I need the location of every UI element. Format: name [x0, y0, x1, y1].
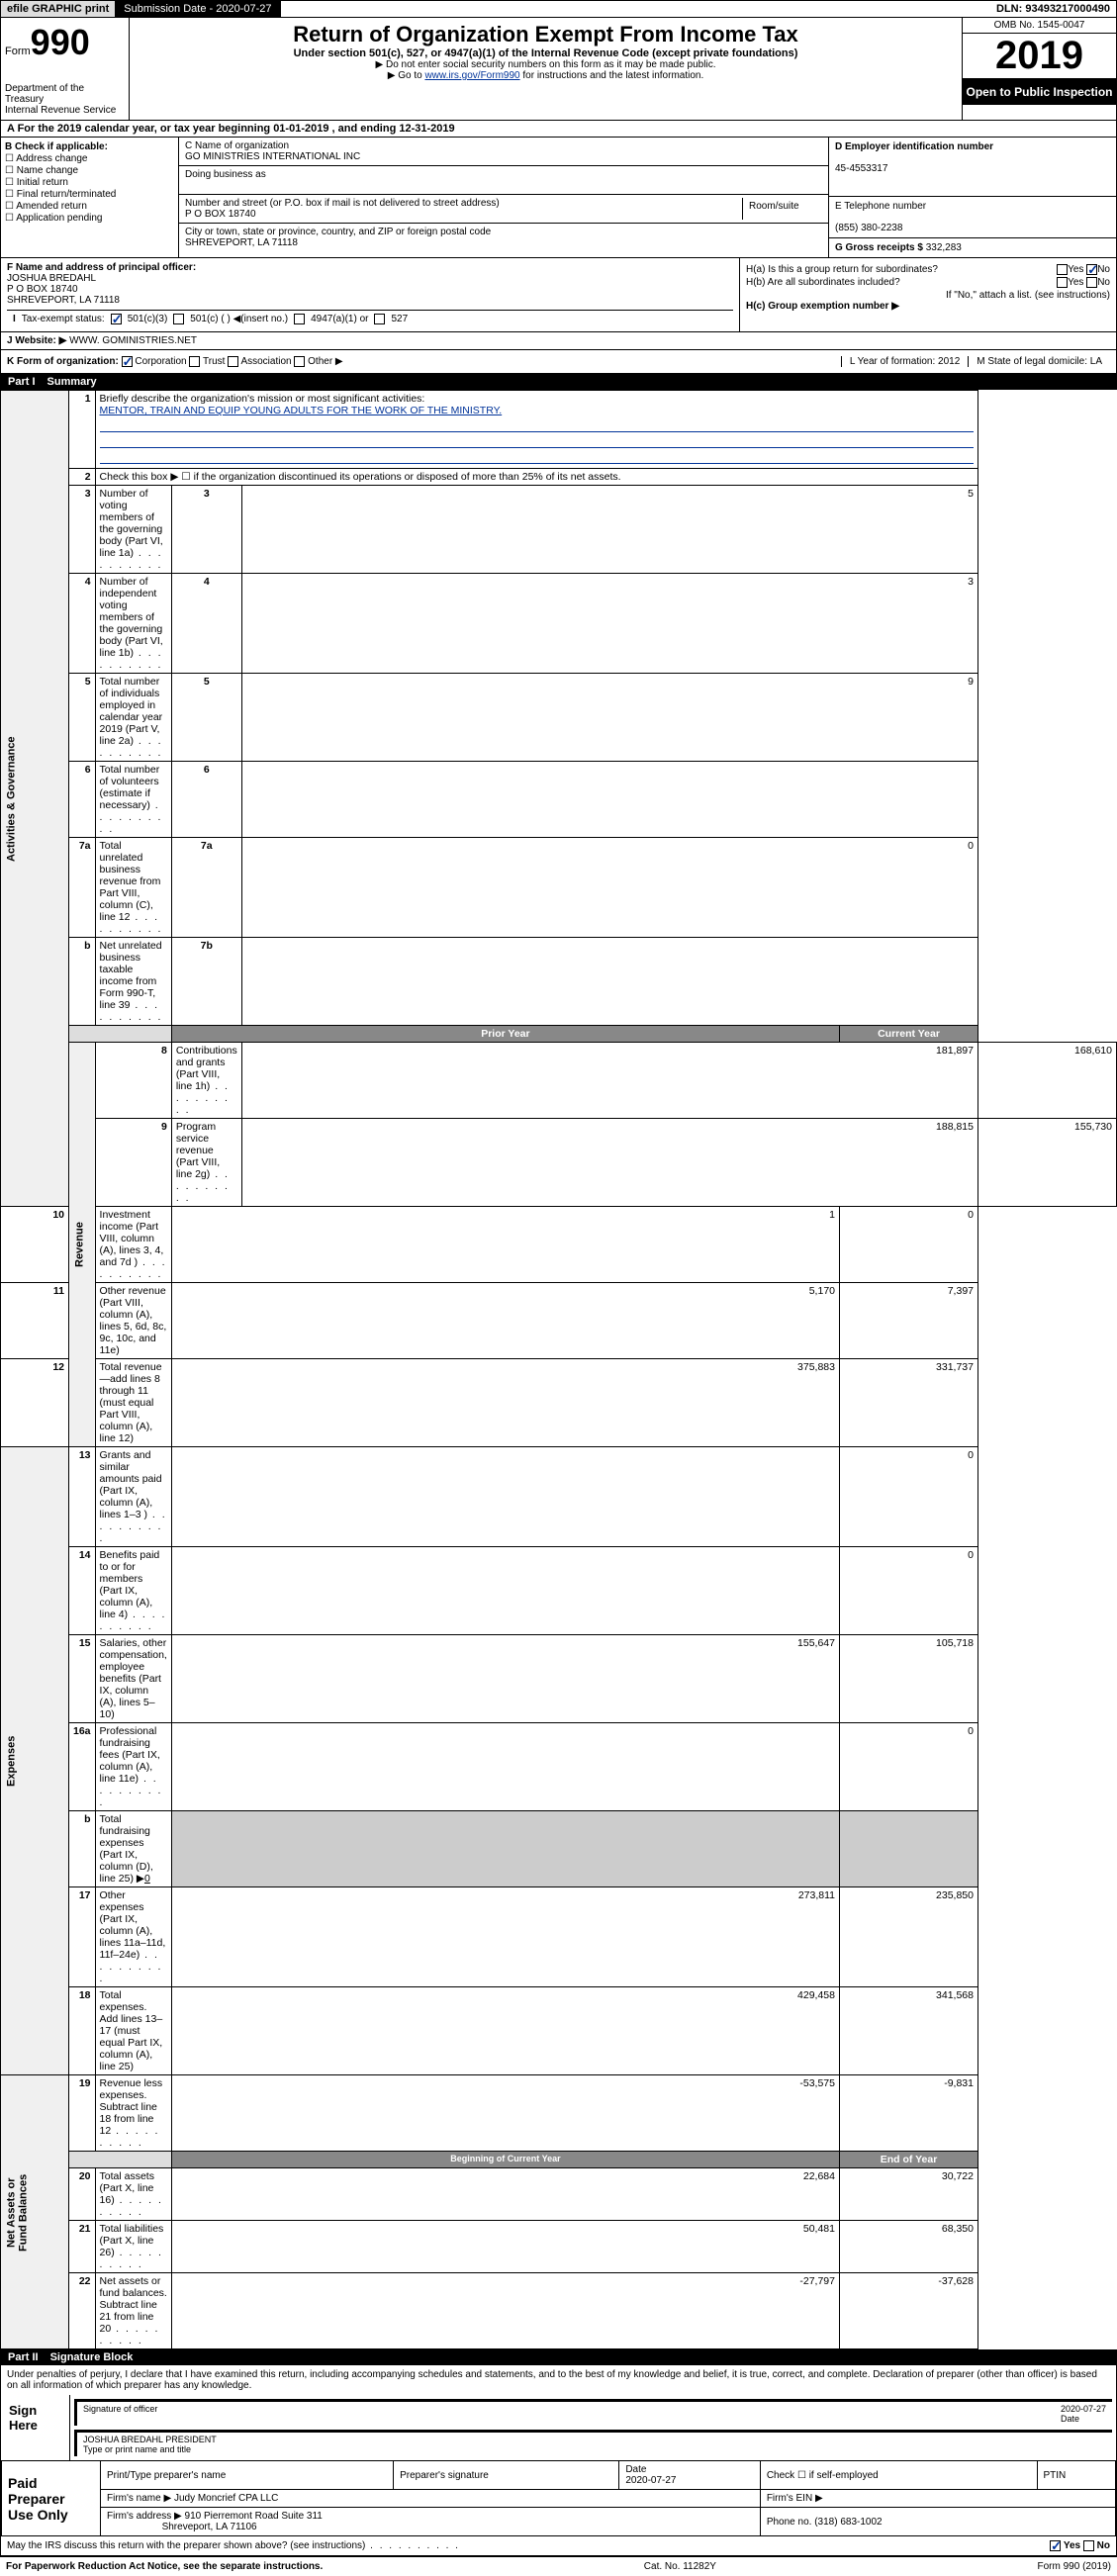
- form-title: Return of Organization Exempt From Incom…: [134, 22, 958, 47]
- phone-label: E Telephone number: [835, 201, 926, 212]
- val-3: 5: [241, 486, 977, 574]
- year-formation: L Year of formation: 2012: [841, 356, 968, 367]
- chk-527[interactable]: [374, 314, 385, 324]
- open-public: Open to Public Inspection: [963, 79, 1116, 105]
- section-b: B Check if applicable: ☐ Address change …: [1, 138, 179, 257]
- phone-value: (855) 380-2238: [835, 223, 902, 233]
- tax-year: 2019: [963, 34, 1116, 79]
- part2-header: Part IISignature Block: [0, 2349, 1117, 2365]
- website-label: J Website: ▶: [7, 335, 66, 346]
- dba-label: Doing business as: [185, 169, 266, 180]
- chk-501c3[interactable]: [111, 314, 122, 324]
- chk-501c[interactable]: [173, 314, 184, 324]
- chk-initial-return[interactable]: ☐ Initial return: [5, 177, 174, 188]
- sig-date: 2020-07-27: [1061, 2404, 1106, 2414]
- room-suite: Room/suite: [743, 198, 822, 220]
- website-value: WWW. GOMINISTRIES.NET: [69, 335, 197, 346]
- sig-officer-label: Signature of officer: [83, 2404, 1061, 2424]
- top-bar: efile GRAPHIC print Submission Date - 20…: [0, 0, 1117, 18]
- paid-preparer-label: Paid Preparer Use Only: [2, 2461, 101, 2536]
- hb-label: H(b) Are all subordinates included?: [746, 277, 900, 288]
- val-6: [241, 762, 977, 838]
- submission-date: Submission Date - 2020-07-27: [116, 1, 280, 17]
- val-5: 9: [241, 674, 977, 762]
- hb-no[interactable]: [1086, 277, 1097, 288]
- gross-value: 332,283: [926, 242, 962, 253]
- firm-address: 910 Pierremont Road Suite 311: [185, 2511, 323, 2522]
- chk-assoc[interactable]: [228, 356, 238, 367]
- firm-phone: (318) 683-1002: [814, 2517, 882, 2528]
- discuss-yes[interactable]: [1050, 2540, 1061, 2551]
- department: Department of the Treasury Internal Reve…: [5, 83, 125, 116]
- val-7a: 0: [241, 838, 977, 938]
- instructions-link[interactable]: www.irs.gov/Form990: [424, 70, 519, 81]
- form-subtitle: Under section 501(c), 527, or 4947(a)(1)…: [134, 47, 958, 59]
- mission-text: MENTOR, TRAIN AND EQUIP YOUNG ADULTS FOR…: [100, 405, 503, 416]
- chk-amended[interactable]: ☐ Amended return: [5, 201, 174, 212]
- form-header: Form990 Department of the Treasury Inter…: [0, 18, 1117, 121]
- org-address: P O BOX 18740: [185, 209, 256, 220]
- ein-label: D Employer identification number: [835, 141, 993, 152]
- dln: DLN: 93493217000490: [990, 1, 1116, 17]
- ha-no[interactable]: [1086, 264, 1097, 275]
- efile-button[interactable]: efile GRAPHIC print: [1, 1, 116, 17]
- chk-address-change[interactable]: ☐ Address change: [5, 153, 174, 164]
- chk-trust[interactable]: [189, 356, 200, 367]
- perjury-text: Under penalties of perjury, I declare th…: [1, 2365, 1116, 2395]
- officer-name: JOSHUA BREDAHL: [7, 273, 96, 284]
- omb-number: OMB No. 1545-0047: [963, 18, 1116, 34]
- officer-label: F Name and address of principal officer:: [7, 262, 196, 273]
- org-city: SHREVEPORT, LA 71118: [185, 237, 298, 248]
- side-expenses: Expenses: [1, 1447, 69, 2075]
- ein-value: 45-4553317: [835, 163, 887, 174]
- chk-name-change[interactable]: ☐ Name change: [5, 165, 174, 176]
- note-ssn: ▶ Do not enter social security numbers o…: [134, 59, 958, 70]
- form-label: Form: [5, 46, 31, 57]
- summary-table: Activities & Governance 1 Briefly descri…: [0, 390, 1117, 2349]
- sign-here-label: Sign Here: [1, 2395, 70, 2460]
- ha-yes[interactable]: [1057, 264, 1068, 275]
- firm-name: Judy Moncrief CPA LLC: [174, 2493, 278, 2504]
- form-ref: Form 990 (2019): [1038, 2561, 1111, 2572]
- pra-notice: For Paperwork Reduction Act Notice, see …: [6, 2561, 323, 2572]
- signer-name: JOSHUA BREDAHL PRESIDENT: [83, 2435, 217, 2444]
- side-revenue: Revenue: [69, 1043, 96, 1447]
- hb-yes[interactable]: [1057, 277, 1068, 288]
- chk-corp[interactable]: [122, 356, 133, 367]
- discuss-no[interactable]: [1083, 2540, 1094, 2551]
- form-number: 990: [31, 22, 90, 62]
- hc-label: H(c) Group exemption number ▶: [746, 301, 899, 312]
- state-domicile: M State of legal domicile: LA: [968, 356, 1110, 367]
- side-activities: Activities & Governance: [1, 391, 69, 1207]
- chk-4947[interactable]: [294, 314, 305, 324]
- val-7b: [241, 938, 977, 1026]
- chk-app-pending[interactable]: ☐ Application pending: [5, 213, 174, 224]
- ha-label: H(a) Is this a group return for subordin…: [746, 264, 938, 275]
- cat-no: Cat. No. 11282Y: [644, 2561, 716, 2572]
- gross-label: G Gross receipts $: [835, 242, 923, 253]
- row-a-period: A For the 2019 calendar year, or tax yea…: [0, 121, 1117, 138]
- part1-header: Part ISummary: [0, 374, 1117, 390]
- chk-final-return[interactable]: ☐ Final return/terminated: [5, 189, 174, 200]
- val-4: 3: [241, 574, 977, 674]
- discuss-label: May the IRS discuss this return with the…: [7, 2540, 460, 2551]
- section-c: C Name of organizationGO MINISTRIES INTE…: [179, 138, 829, 257]
- side-netassets: Net Assets or Fund Balances: [1, 2075, 69, 2349]
- org-name: GO MINISTRIES INTERNATIONAL INC: [185, 151, 360, 162]
- chk-other[interactable]: [294, 356, 305, 367]
